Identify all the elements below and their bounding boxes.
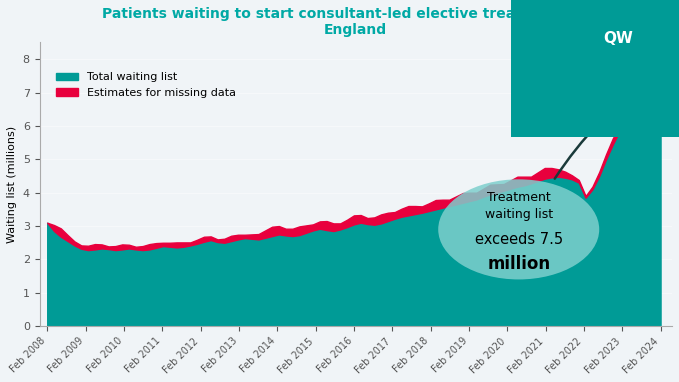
Text: exceeds 7.5: exceeds 7.5	[475, 232, 563, 247]
Title: Patients waiting to start consultant-led elective treatment,  NHS
England: Patients waiting to start consultant-led…	[102, 7, 610, 37]
Legend: Total waiting list, Estimates for missing data: Total waiting list, Estimates for missin…	[52, 68, 240, 102]
Text: Treatment
waiting list: Treatment waiting list	[485, 191, 553, 221]
Y-axis label: Waiting list (millions): Waiting list (millions)	[7, 126, 17, 243]
Text: million: million	[487, 256, 550, 274]
Text: QW: QW	[603, 31, 633, 46]
Ellipse shape	[438, 179, 600, 280]
